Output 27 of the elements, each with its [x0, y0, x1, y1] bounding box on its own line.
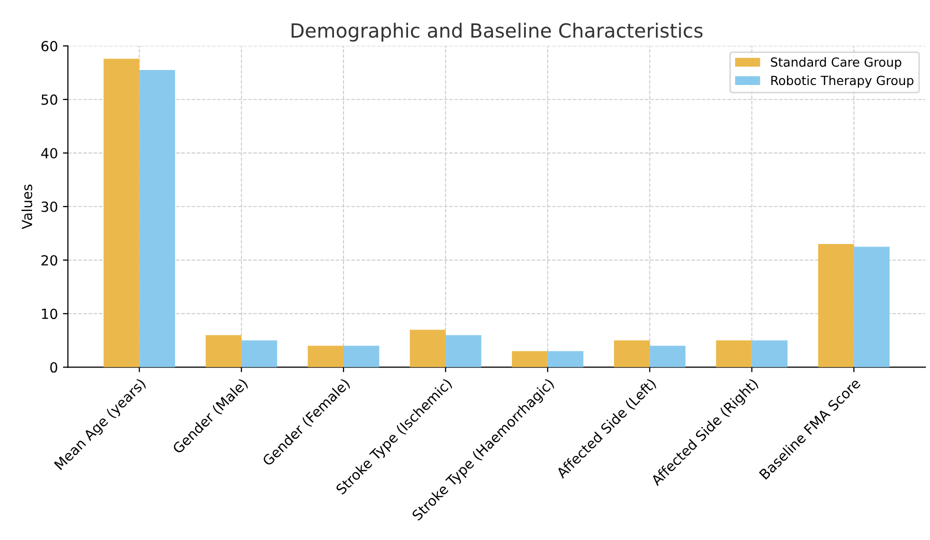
bar [139, 70, 176, 368]
legend-label: Robotic Therapy Group [771, 76, 914, 88]
legend-label: Standard Care Group [770, 57, 902, 70]
bar [446, 335, 482, 368]
chart-title: Demographic and Baseline Characteristics [292, 22, 703, 42]
bar [716, 340, 752, 368]
bar [752, 340, 788, 368]
y-tick-label: 40 [41, 148, 58, 158]
bar [854, 246, 890, 368]
bar [308, 346, 344, 368]
bar [104, 58, 140, 368]
bar [206, 335, 242, 368]
y-tick-label: 50 [42, 94, 58, 105]
y-tick-label: 60 [41, 40, 58, 52]
bar [241, 340, 278, 368]
y-tick-label: 10 [42, 308, 58, 320]
bar [548, 351, 584, 368]
y-tick-label: 20 [42, 255, 58, 266]
bar [410, 330, 446, 368]
y-tick-label: 0 [50, 362, 58, 373]
bar [650, 346, 686, 368]
y-tick-label: 30 [42, 202, 58, 212]
bar [512, 351, 548, 368]
bar [344, 346, 380, 368]
bar [818, 244, 854, 368]
bar [614, 340, 650, 368]
y-axis-title: Values [21, 184, 32, 230]
